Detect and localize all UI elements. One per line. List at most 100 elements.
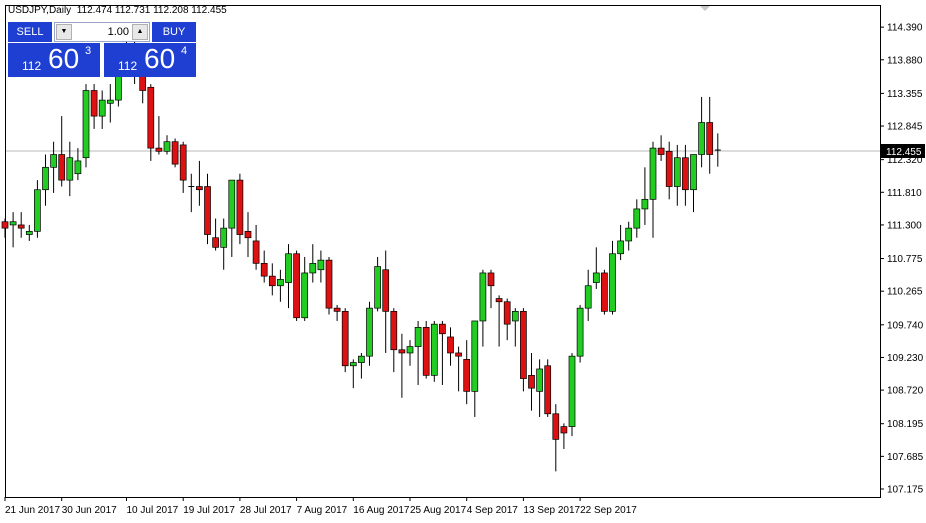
candle-body xyxy=(196,186,203,191)
price-tick-label: 109.740 xyxy=(887,320,924,331)
candle-body xyxy=(511,311,519,322)
sell-price-prefix: 112 xyxy=(22,59,42,73)
candle-body xyxy=(657,147,665,155)
candle-body xyxy=(9,221,17,226)
date-tick-label: 16 Aug 2017 xyxy=(353,505,410,516)
candle-body xyxy=(690,154,697,191)
candle xyxy=(196,160,203,206)
candle xyxy=(317,250,325,283)
candle xyxy=(341,308,349,373)
chart-shift-marker[interactable] xyxy=(700,6,710,11)
candle-body xyxy=(414,327,422,347)
candle xyxy=(212,218,219,251)
date-tick-label: 13 Sep 2017 xyxy=(523,505,580,516)
date-tick-label: 28 Jul 2017 xyxy=(240,505,292,516)
candle xyxy=(277,269,284,302)
candle-body xyxy=(25,230,33,235)
candle-body xyxy=(268,275,276,287)
price-tick-label: 108.195 xyxy=(887,419,924,430)
candle-body xyxy=(17,224,25,229)
candle xyxy=(592,247,600,289)
candle-body xyxy=(584,285,592,309)
candle-body xyxy=(495,298,503,303)
candle xyxy=(358,352,365,379)
candle-body xyxy=(260,262,268,277)
candle-body xyxy=(479,272,487,322)
price-tick-label: 113.355 xyxy=(887,89,923,100)
candle-body xyxy=(706,122,714,155)
candle-body xyxy=(698,122,705,155)
buy-price-button[interactable]: 112 60 4 xyxy=(104,43,196,77)
buy-price-pips: 60 xyxy=(144,43,176,74)
candle-body xyxy=(301,272,309,319)
candle xyxy=(106,84,114,123)
candle-body xyxy=(398,349,406,354)
candle xyxy=(609,240,616,315)
candle xyxy=(690,154,697,213)
candle xyxy=(617,224,624,261)
candle xyxy=(204,173,211,245)
candle-body xyxy=(98,99,106,117)
candle xyxy=(447,327,454,366)
candle-body xyxy=(341,311,349,367)
candle-body xyxy=(293,253,300,319)
date-tick-label: 22 Sep 2017 xyxy=(580,505,637,516)
candle-body xyxy=(649,147,657,200)
sell-price-pips: 60 xyxy=(48,43,80,74)
candle xyxy=(293,250,300,321)
candle-body xyxy=(325,259,333,309)
date-tick-label: 30 Jun 2017 xyxy=(62,505,117,516)
candle-body xyxy=(552,413,560,440)
candle-body xyxy=(66,157,74,181)
candle-body xyxy=(487,272,495,287)
price-tick-label: 109.230 xyxy=(887,353,924,364)
candle xyxy=(301,256,309,321)
candle xyxy=(220,218,228,270)
candle-body xyxy=(439,323,446,335)
candle xyxy=(568,352,576,437)
candle-body xyxy=(390,311,398,351)
candle-body xyxy=(42,166,49,191)
candle xyxy=(714,133,721,167)
candle xyxy=(374,256,381,312)
date-tick-label: 7 Aug 2017 xyxy=(297,505,348,516)
candle xyxy=(155,116,163,155)
candle-body xyxy=(204,186,211,235)
candle xyxy=(455,346,462,392)
sell-price-button[interactable]: 112 60 3 xyxy=(8,43,100,77)
candle xyxy=(471,320,479,417)
candle xyxy=(179,141,187,193)
lot-decrease-arrow-icon[interactable]: ▼ xyxy=(56,24,72,40)
date-tick-label: 10 Jul 2017 xyxy=(127,505,179,516)
candle xyxy=(382,250,390,353)
candle-body xyxy=(220,227,228,248)
candle xyxy=(390,308,398,373)
candle xyxy=(406,340,414,366)
lot-increase-arrow-icon[interactable]: ▲ xyxy=(132,24,148,40)
candle xyxy=(366,301,373,366)
ohlc-values: 112.474 112.731 112.208 112.455 xyxy=(76,5,227,16)
candle-body xyxy=(252,240,260,264)
price-tick-label: 110.265 xyxy=(887,287,923,298)
candle xyxy=(641,167,649,225)
sell-button[interactable]: SELL xyxy=(8,22,52,42)
candle xyxy=(576,304,584,363)
candle-body xyxy=(333,307,341,312)
candle xyxy=(398,333,406,398)
candle xyxy=(552,404,560,472)
price-tick-label: 112.845 xyxy=(887,122,923,133)
buy-button[interactable]: BUY xyxy=(152,22,196,42)
candle-body xyxy=(212,237,219,248)
lot-size-input[interactable] xyxy=(75,25,129,39)
candle xyxy=(98,90,106,129)
price-tick-label: 107.685 xyxy=(887,452,924,463)
candle-body xyxy=(641,198,649,210)
candle xyxy=(706,96,714,174)
candle xyxy=(649,141,657,238)
candle xyxy=(665,141,673,200)
candle xyxy=(422,320,430,379)
candle xyxy=(584,269,592,321)
candle-body xyxy=(568,355,576,427)
candle-body xyxy=(1,221,9,229)
